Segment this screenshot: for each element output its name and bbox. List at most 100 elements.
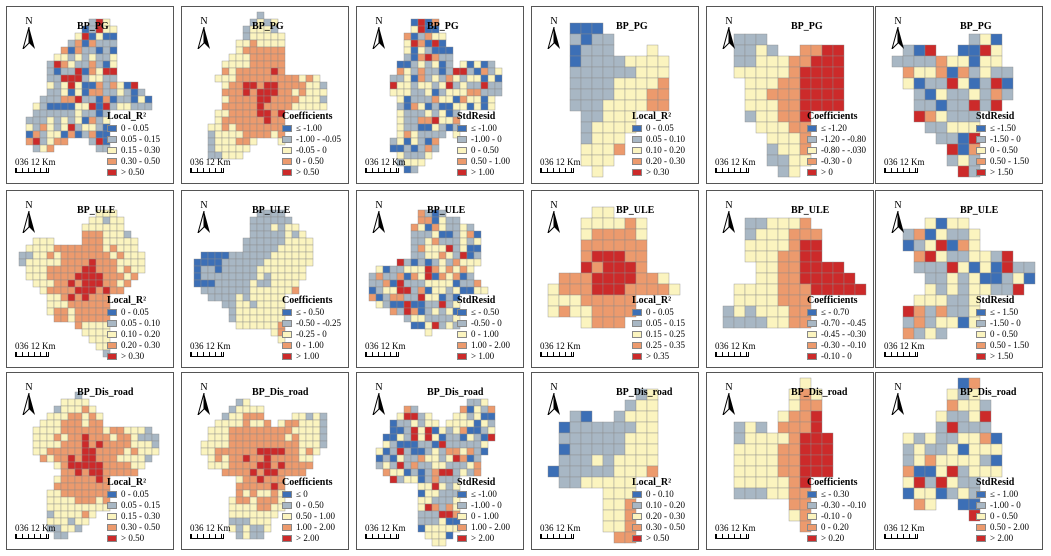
scale-ruler (540, 168, 574, 173)
grid-cell (494, 67, 503, 76)
grid-cell (46, 123, 55, 132)
grid-cell (270, 53, 279, 62)
grid-cell (445, 419, 454, 428)
grid-cell (81, 321, 90, 330)
grid-cell (924, 55, 937, 68)
grid-cell (646, 410, 659, 423)
grid-cell (242, 524, 251, 533)
grid-cell (424, 524, 433, 533)
legend-swatch (107, 502, 117, 509)
grid-cell (235, 123, 244, 132)
grid-cell (733, 305, 746, 318)
grid-cell (452, 468, 461, 477)
grid-cell (389, 144, 398, 153)
grid-cell (263, 223, 272, 232)
grid-cell (60, 433, 69, 442)
grid-cell (221, 265, 230, 274)
grid-cell (81, 46, 90, 55)
grid-cell (957, 154, 970, 167)
grid-cell (810, 44, 823, 57)
legend-item: > 0.50 (632, 533, 685, 544)
grid-cell (74, 95, 83, 104)
grid-cell (368, 272, 377, 281)
grid-cell (46, 279, 55, 288)
grid-cell (438, 300, 447, 309)
north-arrow-icon: N (888, 17, 908, 54)
grid-cell (235, 109, 244, 118)
grid-cell (445, 251, 454, 260)
grid-cell (755, 44, 768, 57)
grid-cell (74, 293, 83, 302)
legend-swatch (457, 502, 467, 509)
grid-cell (53, 419, 62, 428)
grid-cell (766, 217, 779, 230)
grid-cell (102, 53, 111, 62)
grid-cell (766, 250, 779, 263)
grid-cell (990, 283, 1003, 296)
grid-cell (635, 443, 648, 456)
grid-cell (74, 517, 83, 526)
grid-cell (242, 102, 251, 111)
grid-cell (410, 426, 419, 435)
grid-cell (109, 279, 118, 288)
grid-cell (242, 300, 251, 309)
grid-cell (417, 468, 426, 477)
legend-item: 0.10 - 0.20 (632, 500, 685, 511)
grid-cell (788, 498, 801, 511)
grid-cell (968, 88, 981, 101)
grid-cell (979, 283, 992, 296)
grid-cell (74, 426, 83, 435)
legend-item: 0 - 0.50 (976, 145, 1029, 156)
grid-cell (249, 461, 258, 470)
grid-cell (256, 461, 265, 470)
grid-cell (291, 81, 300, 90)
grid-cell (480, 88, 489, 97)
grid-cell (32, 102, 41, 111)
grid-cell (137, 88, 146, 97)
grid-cell (624, 465, 637, 478)
grid-cell (102, 60, 111, 69)
grid-cell (799, 432, 812, 445)
grid-cell (624, 55, 637, 68)
grid-cell (777, 487, 790, 500)
grid-cell (968, 55, 981, 68)
grid-cell (438, 447, 447, 456)
grid-cell (228, 286, 237, 295)
grid-cell (312, 102, 321, 111)
grid-cell (74, 300, 83, 309)
grid-cell (53, 300, 62, 309)
legend-label: ≤ - 0.50 (471, 307, 500, 317)
grid-cell (424, 272, 433, 281)
grid-cell (116, 223, 125, 232)
grid-cell (277, 461, 286, 470)
grid-cell (46, 447, 55, 456)
grid-cell (580, 305, 593, 318)
grid-cell (766, 432, 779, 445)
legend-label: 0 - 0.20 (821, 522, 849, 532)
grid-cell (788, 121, 801, 134)
grid-cell (799, 465, 812, 478)
grid-cell (424, 426, 433, 435)
grid-cell (249, 293, 258, 302)
scale-ruler (365, 168, 399, 173)
grid-cell (95, 223, 104, 232)
grid-cell (60, 109, 69, 118)
grid-cell (102, 95, 111, 104)
grid-cell (487, 95, 496, 104)
grid-cell (109, 265, 118, 274)
grid-cell (214, 123, 223, 132)
grid-cell (821, 66, 834, 79)
grid-cell (60, 447, 69, 456)
grid-cell (95, 335, 104, 344)
grid-cell (744, 316, 757, 329)
grid-cell (410, 144, 419, 153)
grid-cell (924, 217, 937, 230)
grid-cell (445, 531, 454, 540)
grid-cell (799, 454, 812, 467)
grid-cell (74, 314, 83, 323)
grid-cell (777, 432, 790, 445)
legend-label: 0.05 - 0.15 (646, 318, 685, 328)
grid-cell (466, 258, 475, 267)
grid-cell (249, 67, 258, 76)
grid-cell (410, 251, 419, 260)
